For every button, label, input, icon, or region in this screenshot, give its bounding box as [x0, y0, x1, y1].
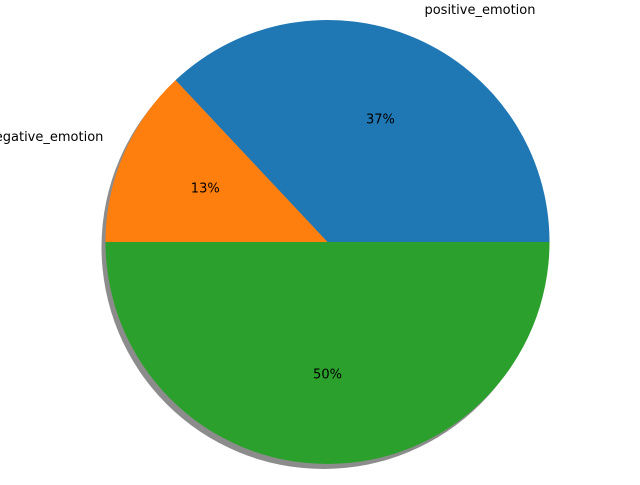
pie-percent-label-negative-emotion: 13%: [191, 182, 220, 197]
pie-slice-neutral-emotion: [105, 242, 550, 465]
pie-category-label-negative-emotion: negative_emotion: [0, 130, 103, 145]
pie-percent-label-positive-emotion: 37%: [366, 112, 395, 127]
pie-slice-positive-emotion: [175, 19, 550, 243]
pie-category-label-positive-emotion: positive_emotion: [424, 3, 535, 18]
pie-slice-negative-emotion: [105, 80, 328, 242]
pie-percent-label-neutral-emotion: 50%: [313, 368, 342, 383]
pie-slices: [105, 19, 550, 465]
